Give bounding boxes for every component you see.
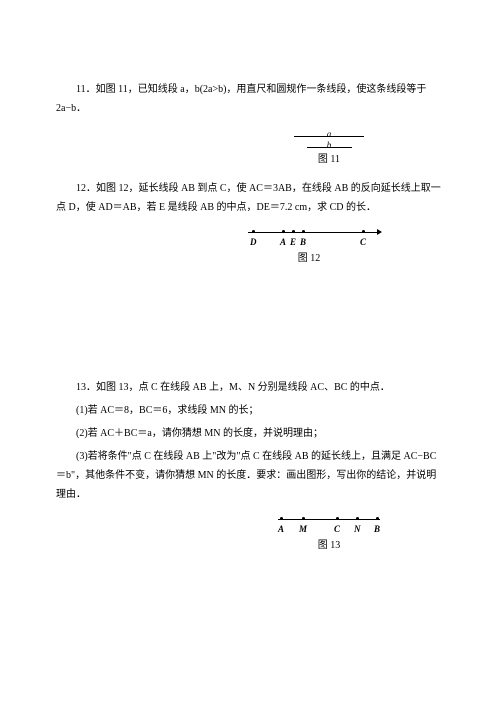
point-M-label: M — [299, 521, 307, 538]
point-B-dot — [376, 517, 379, 520]
arrow-right-icon — [377, 229, 382, 235]
point-A-dot — [280, 517, 283, 520]
problem-11-text: 11．如图 11，已知线段 a，b(2a>b)，用直尺和圆规作一条线段，使这条线… — [56, 80, 444, 118]
number-line — [248, 232, 378, 233]
figure-11-block: a b 图 11 — [56, 126, 444, 169]
figure-12: D A E B C 图 12 — [234, 225, 384, 268]
point-B-label: B — [300, 234, 306, 251]
point-B-dot — [302, 230, 305, 233]
problem-13-line4: (3)若将条件"点 C 在线段 AB 上"改为"点 C 在线段 AB 的延长线上… — [56, 447, 444, 504]
spacer — [56, 278, 444, 378]
point-N-label: N — [354, 521, 361, 538]
point-N-dot — [356, 517, 359, 520]
point-C-dot — [362, 230, 365, 233]
problem-13-line3: (2)若 AC＋BC＝a，请你猜想 MN 的长度，并说明理由； — [56, 424, 444, 443]
point-B-label: B — [374, 521, 380, 538]
point-A-label: A — [280, 234, 286, 251]
problem-13-line2: (1)若 AC＝8，BC＝6，求线段 MN 的长； — [56, 401, 444, 420]
figure-13-label: 图 13 — [274, 536, 384, 555]
point-D-dot — [252, 230, 255, 233]
point-C-dot — [336, 517, 339, 520]
point-A-dot — [282, 230, 285, 233]
figure-11-label: 图 11 — [294, 150, 364, 169]
figure-13-line: A M C N B — [274, 512, 384, 526]
point-C-label: C — [360, 234, 366, 251]
problem-13-line1: 13．如图 13，点 C 在线段 AB 上，M、N 分别是线段 AC、BC 的中… — [56, 378, 444, 397]
document-page: 11．如图 11，已知线段 a，b(2a>b)，用直尺和圆规作一条线段，使这条线… — [0, 0, 500, 585]
segment-b: b — [307, 137, 352, 148]
figure-12-line: D A E B C — [234, 225, 384, 239]
point-E-dot — [292, 230, 295, 233]
figure-13-block: A M C N B 图 13 — [56, 512, 444, 555]
segment-b-label: b — [327, 140, 332, 150]
figure-11: a b 图 11 — [294, 126, 364, 169]
figure-12-block: D A E B C 图 12 — [56, 225, 444, 268]
point-E-label: E — [290, 234, 296, 251]
point-C-label: C — [334, 521, 340, 538]
figure-12-label: 图 12 — [234, 249, 384, 268]
segment-line — [278, 519, 380, 520]
figure-13: A M C N B 图 13 — [274, 512, 384, 555]
point-D-label: D — [250, 234, 257, 251]
point-M-dot — [302, 517, 305, 520]
point-A-label: A — [278, 521, 284, 538]
problem-12-text: 12．如图 12，延长线段 AB 到点 C，使 AC＝3AB，在线段 AB 的反… — [56, 179, 444, 217]
segment-a: a — [294, 126, 364, 137]
